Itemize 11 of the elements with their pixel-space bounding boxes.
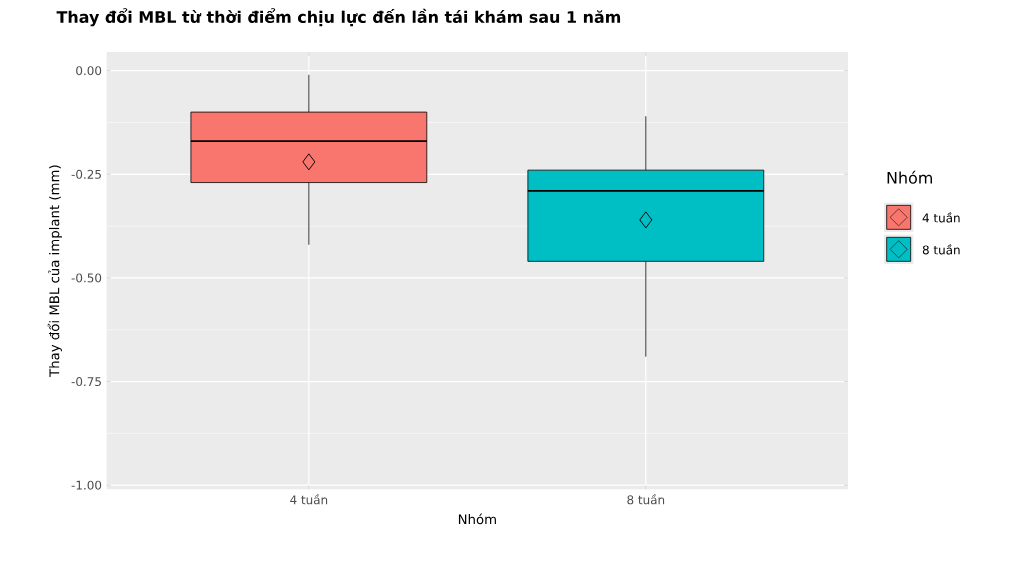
x-axis-title: Nhóm (458, 513, 496, 525)
legend-label: 4 tuần (922, 212, 960, 223)
y-tick-label: -0.25 (71, 169, 101, 179)
y-tick-label: -0.75 (71, 377, 101, 387)
legend-label: 8 tuần (922, 244, 960, 255)
y-tick-label: -1.00 (71, 480, 102, 490)
y-axis-title: Thay đổi MBL của implant (mm) (47, 165, 62, 377)
legend-title: Nhóm (887, 170, 932, 184)
y-tick-label: -0.50 (71, 273, 102, 283)
y-tick-label: 0.00 (76, 66, 102, 76)
chart-title: Thay đổi MBL từ thời điểm chịu lực đến lần tái khám sau 1 năm (56, 8, 621, 27)
